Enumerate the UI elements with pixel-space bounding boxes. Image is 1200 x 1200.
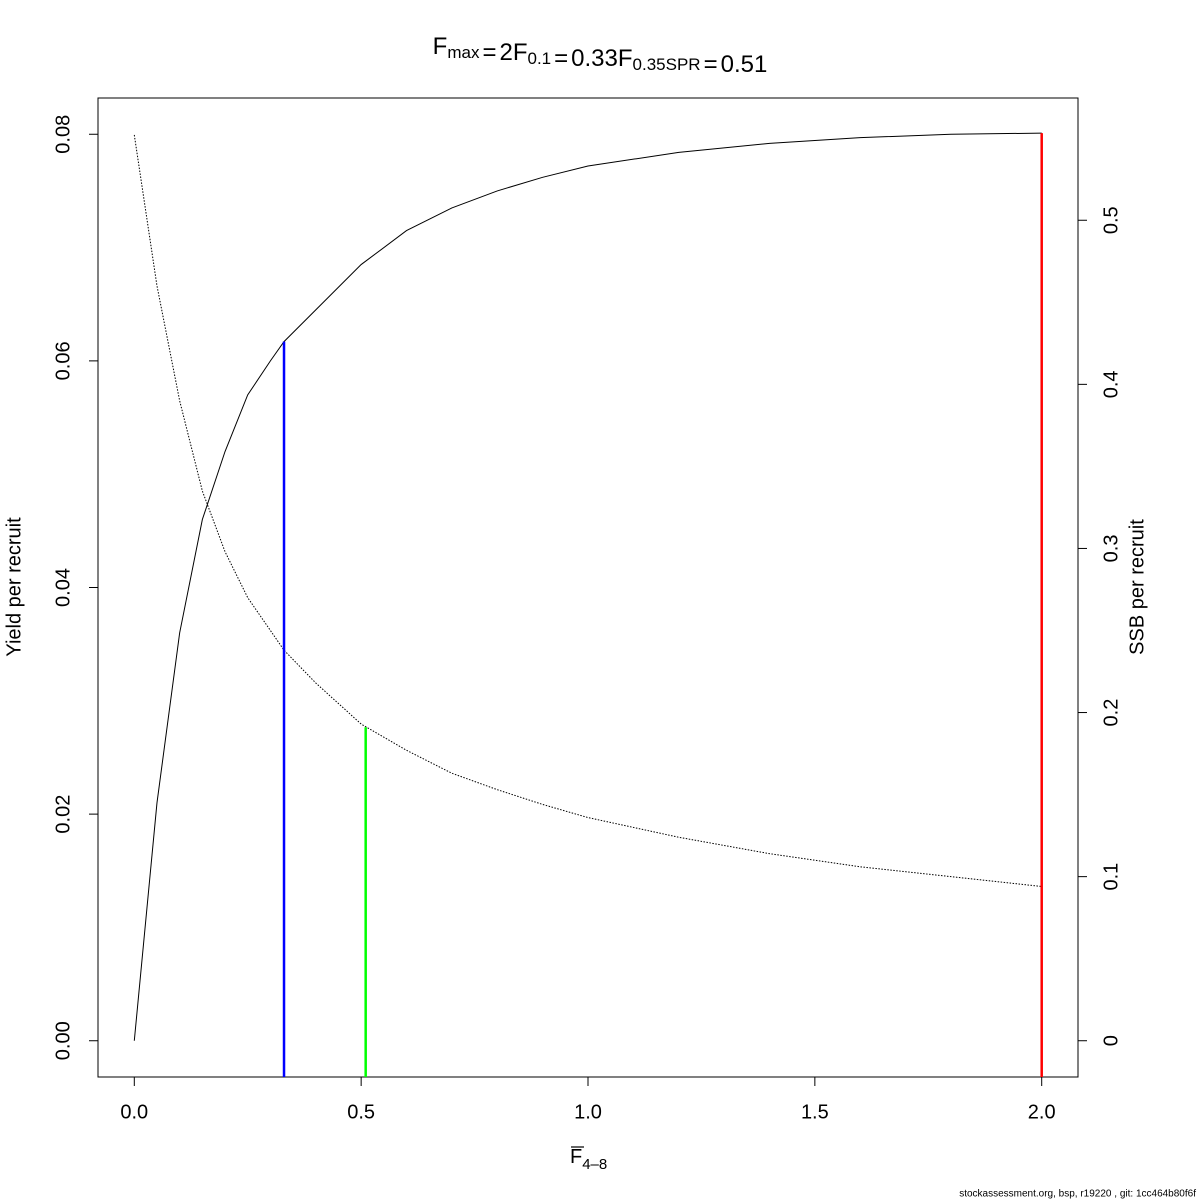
title-part: 0.1	[528, 49, 552, 68]
footer: stockassessment.org, bsp, r19220 , git: …	[959, 1189, 1196, 1200]
y-axis-label: Yield per recruit	[3, 517, 25, 657]
x-tick-label: 0.0	[120, 1101, 148, 1123]
y2-tick-label: 0.4	[1100, 370, 1122, 398]
title-part: 0.35SPR	[633, 55, 701, 74]
y-tick-label: 0.00	[52, 1021, 74, 1060]
y2-tick-label: 0.3	[1100, 535, 1122, 563]
plot-frame	[97, 97, 1079, 1078]
y2-tick-label: 0	[1100, 1035, 1122, 1046]
y-tick-label: 0.08	[52, 115, 74, 154]
chart-title: Fmax = 2F0.1 = 0.33F0.35SPR = 0.51	[433, 33, 768, 78]
title-part: 2	[499, 39, 512, 66]
y-tick-label: 0.04	[52, 568, 74, 607]
title-part: F	[433, 33, 448, 60]
title-part: =	[704, 51, 718, 78]
title-part: =	[482, 39, 496, 66]
title-part: F	[618, 45, 633, 72]
y-tick-label: 0.02	[52, 795, 74, 834]
title-part: max	[447, 43, 480, 62]
x-tick-label: 1.0	[574, 1101, 602, 1123]
x-label-symbol: F	[570, 1146, 582, 1168]
y2-axis-label: SSB per recruit	[1126, 519, 1148, 655]
y2-tick-label: 0.2	[1100, 699, 1122, 727]
title-part: =	[554, 45, 568, 72]
title-part: F	[513, 39, 528, 66]
title-part: 0.51	[721, 51, 768, 78]
x-axis-label: F4–8	[570, 1146, 607, 1173]
x-label-subscript: 4–8	[582, 1156, 607, 1173]
y2-tick-label: 0.5	[1100, 206, 1122, 234]
y2-tick-label: 0.1	[1100, 863, 1122, 891]
x-tick-label: 1.5	[801, 1101, 829, 1123]
y-tick-label: 0.06	[52, 341, 74, 380]
title-part: 0.33	[571, 45, 618, 72]
series-line	[133, 134, 1042, 887]
x-tick-label: 0.5	[347, 1101, 375, 1123]
series-line	[133, 132, 1042, 1041]
x-tick-label: 2.0	[1028, 1101, 1056, 1123]
